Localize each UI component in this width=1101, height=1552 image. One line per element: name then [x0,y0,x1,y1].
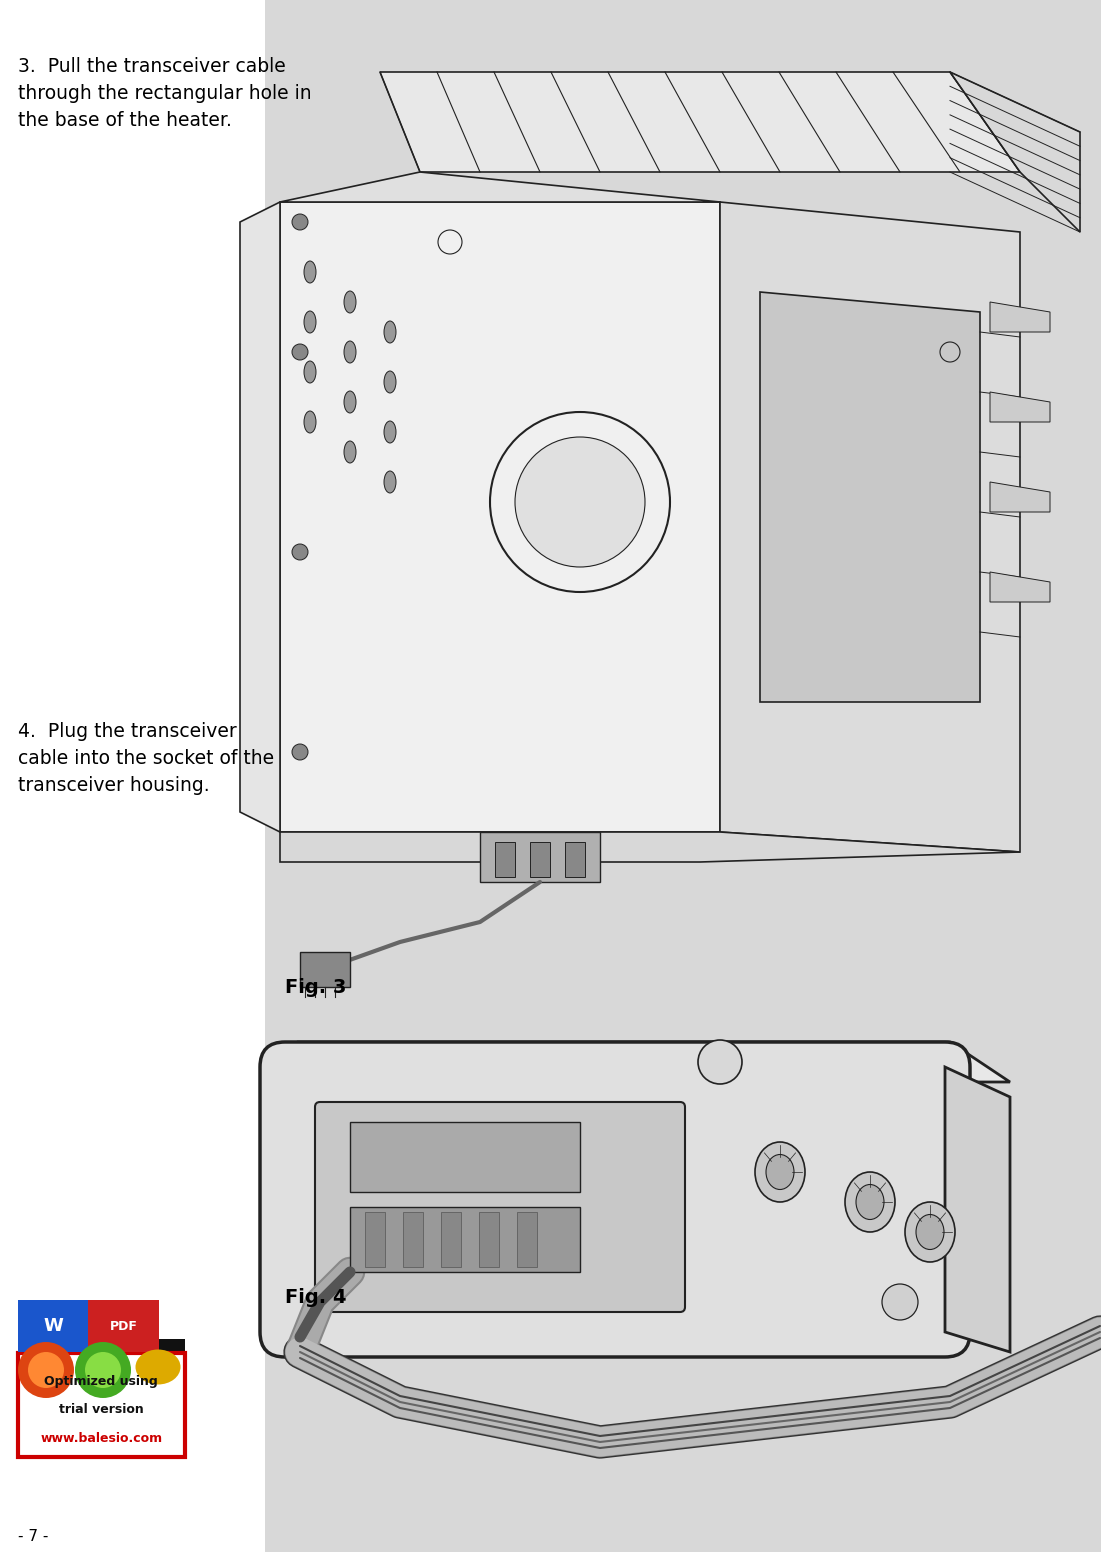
Polygon shape [950,71,1080,231]
Polygon shape [240,202,280,832]
Ellipse shape [344,441,356,462]
Polygon shape [280,172,720,202]
Bar [88,1301,159,1352]
Ellipse shape [304,261,316,282]
Circle shape [515,438,645,566]
Ellipse shape [344,391,356,413]
Ellipse shape [905,1201,955,1262]
Bar [479,1212,499,1266]
Bar [565,843,585,877]
Circle shape [490,411,671,591]
Polygon shape [480,832,600,882]
Ellipse shape [344,290,356,314]
Circle shape [75,1342,131,1398]
Ellipse shape [384,371,396,393]
Polygon shape [299,951,350,987]
Text: www.balesio.com: www.balesio.com [41,1431,162,1445]
Circle shape [292,345,308,360]
Text: Optimized using: Optimized using [44,1375,159,1387]
Bar [366,1212,385,1266]
Circle shape [18,1342,74,1398]
Bar [495,843,515,877]
Ellipse shape [384,470,396,494]
Circle shape [85,1352,121,1387]
Ellipse shape [344,341,356,363]
Ellipse shape [304,310,316,334]
Text: - 7 -: - 7 - [18,1529,48,1544]
Bar [442,1212,461,1266]
Polygon shape [990,393,1050,422]
Text: Fig. 4: Fig. 4 [285,1288,347,1307]
Circle shape [882,1284,918,1321]
Circle shape [292,214,308,230]
Polygon shape [990,573,1050,602]
Ellipse shape [304,362,316,383]
Text: PDF: PDF [109,1319,138,1333]
Bar [18,1339,185,1353]
Polygon shape [280,832,1020,861]
Circle shape [28,1352,64,1387]
Polygon shape [760,292,980,702]
FancyBboxPatch shape [18,1353,185,1457]
Circle shape [292,545,308,560]
Polygon shape [990,483,1050,512]
Bar [0,0,265,1552]
Polygon shape [280,202,720,832]
Ellipse shape [135,1350,181,1384]
Text: 3.  Pull the transceiver cable
through the rectangular hole in
the base of the h: 3. Pull the transceiver cable through th… [18,57,312,130]
Ellipse shape [755,1142,805,1201]
Polygon shape [720,202,1020,852]
Text: trial version: trial version [58,1403,143,1417]
Ellipse shape [916,1215,944,1249]
FancyBboxPatch shape [260,1041,970,1356]
Text: 4.  Plug the transceiver
cable into the socket of the
transceiver housing.: 4. Plug the transceiver cable into the s… [18,722,274,796]
Circle shape [698,1040,742,1083]
Ellipse shape [304,411,316,433]
Polygon shape [299,1041,1010,1082]
Bar [403,1212,423,1266]
Text: W: W [43,1318,63,1335]
Bar [350,1122,580,1192]
Bar [265,0,1101,1552]
Bar [530,843,550,877]
Polygon shape [380,71,1020,172]
Ellipse shape [766,1155,794,1189]
Bar [517,1212,537,1266]
Ellipse shape [384,421,396,442]
Bar [18,1301,88,1352]
Bar [350,1207,580,1273]
Text: Fig. 3: Fig. 3 [285,978,347,996]
Polygon shape [945,1068,1010,1352]
Ellipse shape [844,1172,895,1232]
Circle shape [292,743,308,760]
Ellipse shape [855,1184,884,1220]
FancyBboxPatch shape [315,1102,685,1311]
Ellipse shape [384,321,396,343]
Polygon shape [990,303,1050,332]
